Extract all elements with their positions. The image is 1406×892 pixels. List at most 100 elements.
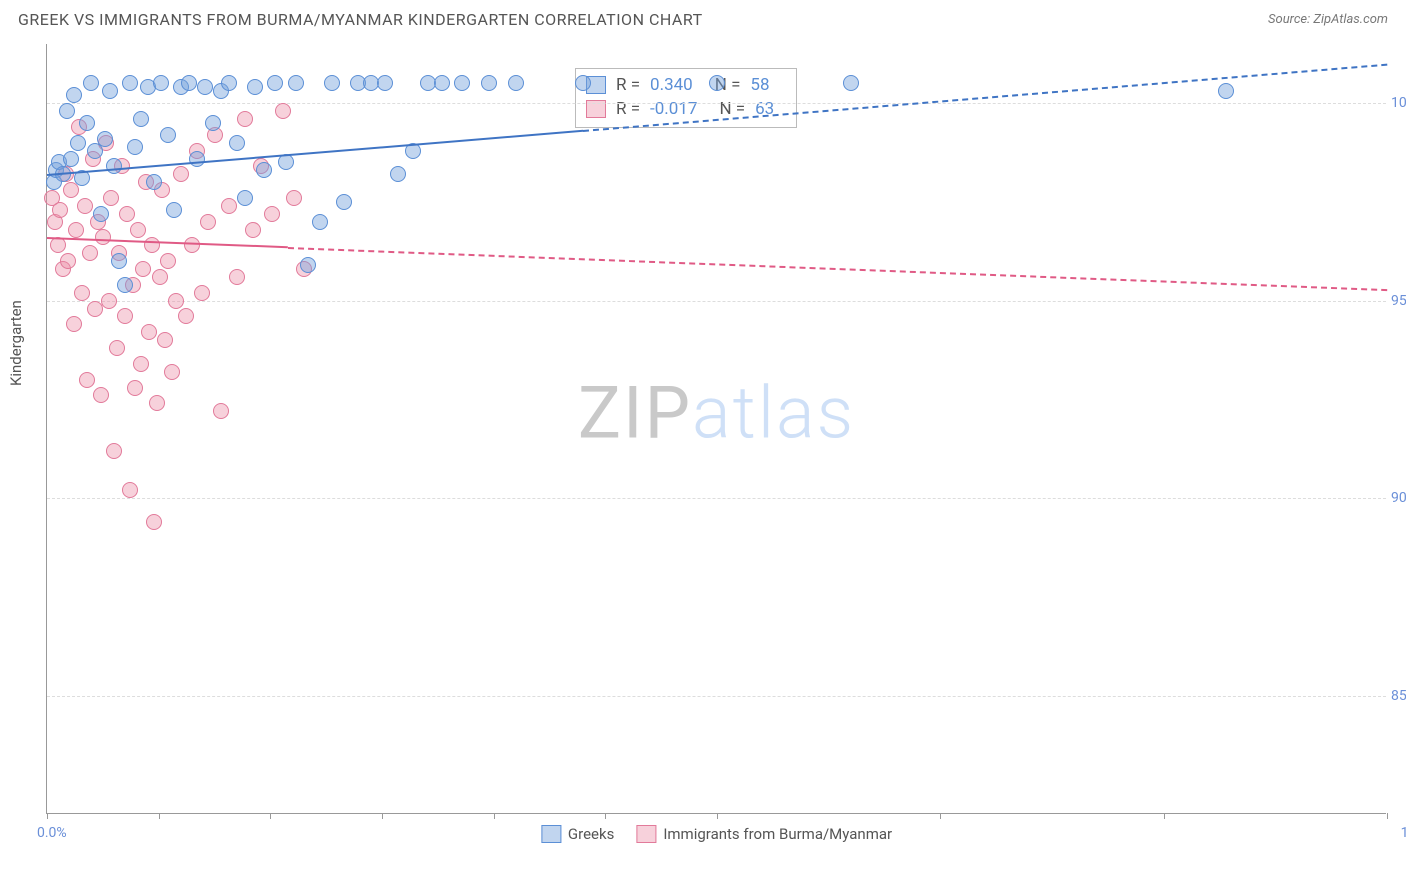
data-point bbox=[166, 202, 182, 218]
data-point bbox=[74, 285, 90, 301]
legend-item-blue: Greeks bbox=[541, 825, 614, 843]
data-point bbox=[213, 403, 229, 419]
trend-line bbox=[288, 247, 1387, 291]
data-point bbox=[247, 79, 263, 95]
data-point bbox=[103, 190, 119, 206]
data-point bbox=[245, 222, 261, 238]
data-point bbox=[160, 253, 176, 269]
data-point bbox=[59, 103, 75, 119]
data-point bbox=[300, 257, 316, 273]
gridline-h bbox=[47, 301, 1386, 302]
data-point bbox=[146, 514, 162, 530]
data-point bbox=[60, 253, 76, 269]
data-point bbox=[50, 237, 66, 253]
data-point bbox=[109, 340, 125, 356]
data-point bbox=[95, 229, 111, 245]
data-point bbox=[106, 158, 122, 174]
data-point bbox=[434, 75, 450, 91]
x-axis-min-label: 0.0% bbox=[37, 825, 67, 841]
chart-plot-area: ZIPatlas R = 0.340 N = 58 R = -0.017 N =… bbox=[46, 44, 1386, 814]
data-point bbox=[117, 308, 133, 324]
data-point bbox=[144, 237, 160, 253]
y-axis-title: Kindergarten bbox=[7, 300, 25, 386]
data-point bbox=[194, 285, 210, 301]
x-tick bbox=[605, 813, 606, 819]
data-point bbox=[83, 75, 99, 91]
data-point bbox=[197, 79, 213, 95]
data-point bbox=[229, 135, 245, 151]
x-axis-max-label: 100.0% bbox=[1401, 825, 1406, 841]
watermark-zip: ZIP bbox=[578, 371, 692, 456]
data-point bbox=[286, 190, 302, 206]
x-tick bbox=[159, 813, 160, 819]
data-point bbox=[117, 277, 133, 293]
r-label: R = bbox=[616, 75, 640, 95]
data-point bbox=[101, 293, 117, 309]
data-point bbox=[200, 214, 216, 230]
data-point bbox=[324, 75, 340, 91]
chart-legend: Greeks Immigrants from Burma/Myanmar bbox=[541, 825, 892, 843]
data-point bbox=[127, 139, 143, 155]
data-point bbox=[93, 206, 109, 222]
legend-swatch-pink bbox=[636, 825, 656, 843]
data-point bbox=[205, 115, 221, 131]
data-point bbox=[336, 194, 352, 210]
data-point bbox=[77, 198, 93, 214]
x-tick bbox=[717, 813, 718, 819]
data-point bbox=[106, 443, 122, 459]
data-point bbox=[229, 269, 245, 285]
x-tick bbox=[940, 813, 941, 819]
data-point bbox=[184, 237, 200, 253]
data-point bbox=[111, 253, 127, 269]
data-point bbox=[173, 166, 189, 182]
data-point bbox=[267, 75, 283, 91]
data-point bbox=[256, 162, 272, 178]
data-point bbox=[153, 75, 169, 91]
x-tick bbox=[1164, 813, 1165, 819]
data-point bbox=[102, 83, 118, 99]
data-point bbox=[149, 395, 165, 411]
chart-title: GREEK VS IMMIGRANTS FROM BURMA/MYANMAR K… bbox=[18, 10, 703, 29]
data-point bbox=[312, 214, 328, 230]
data-point bbox=[122, 75, 138, 91]
correlation-stats-box: R = 0.340 N = 58 R = -0.017 N = 63 bbox=[575, 68, 797, 128]
trend-line bbox=[47, 130, 583, 176]
y-tick-label: 90.0% bbox=[1391, 490, 1406, 506]
data-point bbox=[508, 75, 524, 91]
data-point bbox=[133, 356, 149, 372]
data-point bbox=[377, 75, 393, 91]
data-point bbox=[420, 75, 436, 91]
data-point bbox=[68, 222, 84, 238]
r-label: R = bbox=[616, 99, 640, 119]
legend-item-pink: Immigrants from Burma/Myanmar bbox=[636, 825, 892, 843]
gridline-h bbox=[47, 103, 1386, 104]
data-point bbox=[63, 151, 79, 167]
data-point bbox=[168, 293, 184, 309]
data-point bbox=[164, 364, 180, 380]
x-tick bbox=[270, 813, 271, 819]
data-point bbox=[135, 261, 151, 277]
gridline-h bbox=[47, 498, 1386, 499]
data-point bbox=[119, 206, 135, 222]
data-point bbox=[160, 127, 176, 143]
data-point bbox=[237, 111, 253, 127]
x-tick bbox=[494, 813, 495, 819]
legend-label-blue: Greeks bbox=[568, 825, 614, 843]
data-point bbox=[93, 387, 109, 403]
data-point bbox=[237, 190, 253, 206]
stats-row-blue: R = 0.340 N = 58 bbox=[586, 73, 786, 97]
watermark: ZIPatlas bbox=[578, 371, 855, 456]
data-point bbox=[122, 482, 138, 498]
n-value-blue: 58 bbox=[750, 75, 769, 95]
y-tick-label: 85.0% bbox=[1391, 688, 1406, 704]
data-point bbox=[275, 103, 291, 119]
r-value-pink: -0.017 bbox=[650, 99, 697, 119]
r-value-blue: 0.340 bbox=[650, 75, 693, 95]
data-point bbox=[575, 75, 591, 91]
data-point bbox=[52, 202, 68, 218]
data-point bbox=[1218, 83, 1234, 99]
data-point bbox=[454, 75, 470, 91]
data-point bbox=[189, 151, 205, 167]
data-point bbox=[79, 372, 95, 388]
x-tick bbox=[1387, 813, 1388, 819]
